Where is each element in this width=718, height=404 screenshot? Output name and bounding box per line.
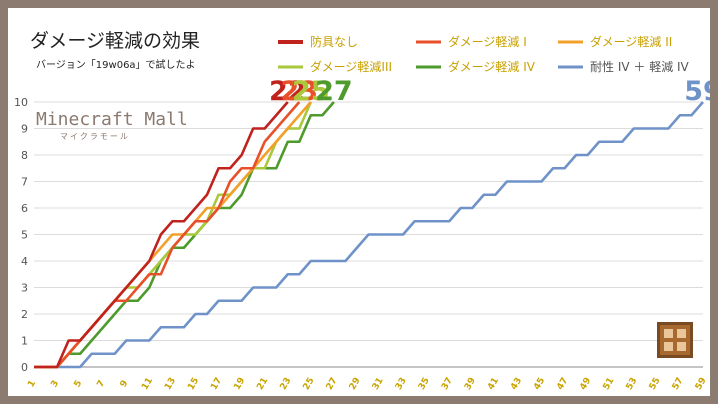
legend-label: 耐性 IV ＋ 軽減 IV <box>590 59 690 74</box>
y-tick-label: 3 <box>21 282 28 295</box>
x-tick-label: 33 <box>394 376 409 392</box>
series-line <box>34 101 289 369</box>
y-tick-label: 5 <box>21 229 28 242</box>
y-tick-label: 8 <box>21 149 28 162</box>
x-tick-label: 17 <box>209 376 224 392</box>
x-tick-label: 49 <box>578 376 593 392</box>
x-tick-label: 3 <box>49 379 61 389</box>
y-tick-label: 6 <box>21 202 28 215</box>
x-tick-label: 11 <box>140 376 155 392</box>
series-line <box>34 101 335 369</box>
x-tick-label: 15 <box>186 376 201 392</box>
x-tick-label: 7 <box>96 379 108 389</box>
series-end-label: 22 <box>269 76 307 107</box>
x-tick-label: 39 <box>463 376 478 392</box>
series-lines <box>34 101 704 369</box>
x-tick-label: 47 <box>555 376 570 392</box>
legend: 防具なし ダメージ軽減 I ダメージ軽減 II ダメージ軽減III ダメージ軽減 IV 耐… <box>278 34 690 74</box>
x-tick-label: 55 <box>648 376 663 392</box>
x-tick-label: 53 <box>625 376 640 392</box>
chart-title: ダメージ軽減の効果 <box>30 30 200 52</box>
series-end-label: 25 <box>292 76 330 107</box>
x-tick-label: 21 <box>255 376 270 392</box>
x-tick-label: 37 <box>440 376 455 392</box>
x-tick-label: 13 <box>163 376 178 392</box>
chart-subtitle: バージョン「19w06a」で試したよ <box>36 58 196 71</box>
legend-label: ダメージ軽減 II <box>590 34 672 49</box>
x-tick-label: 41 <box>486 376 501 392</box>
y-tick-label: 0 <box>21 361 28 374</box>
damage-reduction-chart: ダメージ軽減の効果 バージョン「19w06a」で試したよ 01234567891… <box>14 30 710 392</box>
y-axis: 0 1 2 3 4 5 6 7 8 9 10 <box>14 96 28 374</box>
watermark-sub: マイクラモール <box>60 132 130 141</box>
series-end-label: 59 <box>684 76 710 107</box>
x-tick-label: 43 <box>509 376 524 392</box>
x-tick-label: 1 <box>26 379 38 389</box>
series-line <box>34 101 704 369</box>
x-tick-label: 31 <box>371 376 386 392</box>
x-tick-label: 9 <box>119 379 131 389</box>
x-tick-label: 27 <box>325 376 340 392</box>
x-tick-label: 25 <box>302 376 317 392</box>
legend-label: 防具なし <box>310 34 358 49</box>
series-end-label: 25 <box>292 76 330 107</box>
series-end-label: 27 <box>315 76 353 107</box>
y-tick-label: 10 <box>14 96 28 109</box>
y-tick-label: 4 <box>21 255 28 268</box>
legend-label: ダメージ軽減 I <box>448 34 527 49</box>
watermark: Minecraft Mall マイクラモール <box>36 109 188 141</box>
x-tick-label: 29 <box>348 376 363 392</box>
watermark-main: Minecraft Mall <box>36 109 188 130</box>
x-tick-label: 45 <box>532 376 547 392</box>
legend-label: ダメージ軽減III <box>310 59 392 74</box>
x-tick-label: 57 <box>671 376 686 392</box>
series-line <box>34 101 301 369</box>
crafting-block-icon <box>657 322 693 358</box>
y-tick-label: 1 <box>21 335 28 348</box>
x-tick-label: 51 <box>602 376 617 392</box>
y-tick-label: 2 <box>21 308 28 321</box>
x-tick-label: 19 <box>232 376 247 392</box>
series-end-label: 23 <box>281 76 319 107</box>
y-tick-label: 9 <box>21 123 28 136</box>
legend-label: ダメージ軽減 IV <box>448 59 536 74</box>
y-tick-label: 7 <box>21 176 28 189</box>
end-labels: 222325252759 <box>269 76 710 107</box>
x-tick-label: 59 <box>694 376 709 392</box>
x-axis: 1 3 5 7 9 11 13 15 17 19 21 23 25 27 29 31 33 35 37 39 41 43 4… <box>26 376 708 392</box>
x-tick-label: 23 <box>279 376 294 392</box>
x-tick-label: 35 <box>417 376 432 392</box>
x-tick-label: 5 <box>73 379 85 389</box>
